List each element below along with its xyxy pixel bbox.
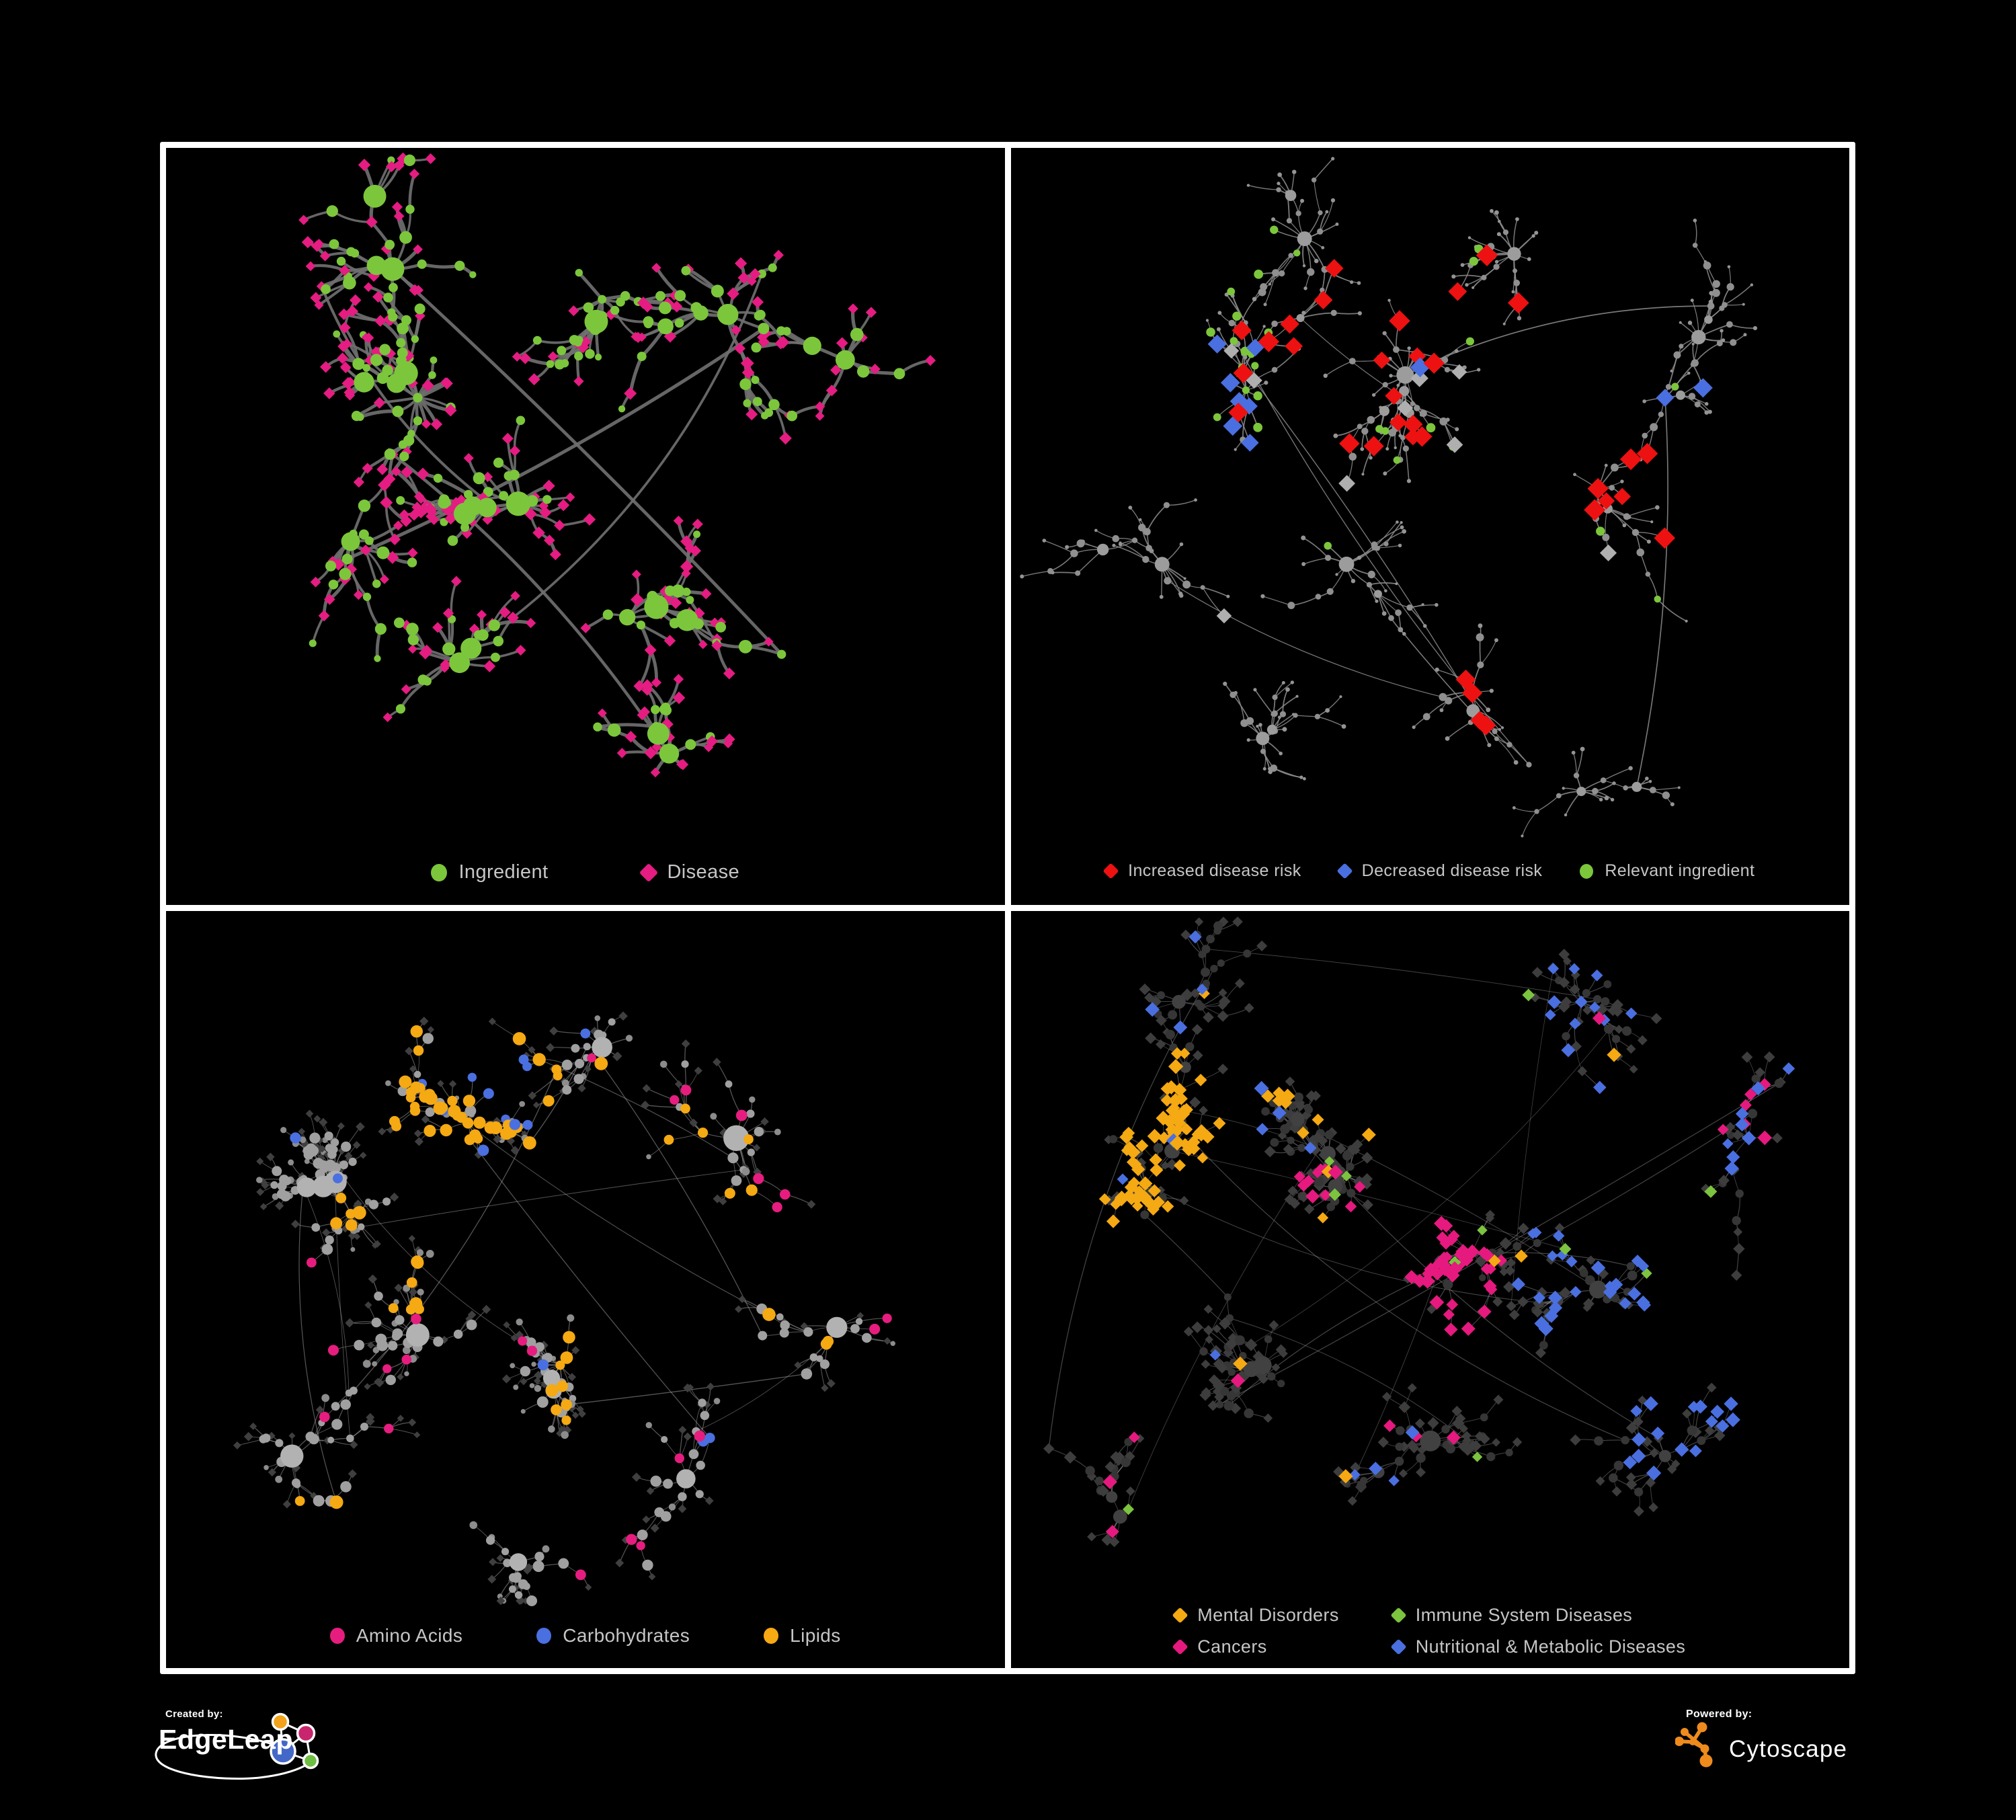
circle-marker-icon (1580, 863, 1594, 879)
diamond-marker-icon (1102, 863, 1119, 879)
circle-marker-icon (536, 1628, 552, 1644)
legend-item-relevant-ingredient: Relevant ingredient (1580, 861, 1755, 881)
diamond-marker-icon (1172, 1638, 1188, 1655)
cytoscape-logo-icon (1675, 1722, 1713, 1768)
diamond-marker-icon (1336, 863, 1353, 879)
legend-item-lipids: Lipids (764, 1625, 841, 1647)
ingredient-disease-network (298, 152, 936, 778)
panel-disease-risk: Increased disease risk Decreased disease … (1010, 148, 1850, 905)
legend-label: Mental Disorders (1197, 1605, 1339, 1625)
legend-disease-categories: Mental Disorders Immune System Diseases Ca… (1172, 1605, 1686, 1657)
legend-ingredient-disease: Ingredient Disease (166, 861, 1005, 883)
legend-item-mental-disorders: Mental Disorders (1172, 1605, 1339, 1626)
legend-item-cancers: Cancers (1172, 1636, 1267, 1657)
edgeleap-logo-text: EdgeLeap (159, 1724, 293, 1755)
panel-disease-categories: Mental Disorders Immune System Diseases Ca… (1010, 911, 1849, 1668)
legend-macronutrients: Amino Acids Carbohydrates Lipids (166, 1625, 1005, 1647)
legend-item-ingredient: Ingredient (431, 861, 548, 883)
legend-label: Carbohydrates (563, 1625, 690, 1646)
legend-label: Decreased disease risk (1361, 861, 1543, 880)
cytoscape-logo-text: Cytoscape (1729, 1736, 1848, 1762)
panel-ingredient-disease: Ingredient Disease (166, 148, 1005, 905)
powered-by-label: Powered by: (1686, 1708, 1752, 1720)
legend-item-amino-acids: Amino Acids (329, 1625, 463, 1647)
disease-categories-network (1043, 916, 1795, 1548)
cytoscape-credit: Powered by: Cytoscape (1675, 1708, 1958, 1809)
legend-item-increased-disease-risk: Increased disease risk (1102, 861, 1301, 881)
legend-label: Immune System Diseases (1415, 1605, 1633, 1625)
legend-label: Relevant ingredient (1605, 861, 1755, 880)
disease-risk-network (1019, 157, 1757, 838)
edgeleap-credit: Created by: EdgeLeap (155, 1708, 522, 1809)
legend-label: Disease (667, 861, 740, 883)
legend-label: Increased disease risk (1128, 861, 1301, 880)
diamond-marker-icon (1172, 1607, 1188, 1624)
created-by-label: Created by: (165, 1708, 223, 1720)
diamond-marker-icon (1390, 1638, 1407, 1655)
legend-item-immune-system-diseases: Immune System Diseases (1390, 1605, 1633, 1626)
legend-label: Nutritional & Metabolic Diseases (1415, 1636, 1686, 1657)
legend-item-nutritional-metabolic-diseases: Nutritional & Metabolic Diseases (1390, 1636, 1686, 1657)
diamond-marker-icon (639, 863, 659, 882)
circle-marker-icon (431, 863, 448, 881)
legend-item-decreased-disease-risk: Decreased disease risk (1336, 861, 1543, 881)
legend-label: Lipids (790, 1625, 841, 1646)
diamond-marker-icon (1390, 1607, 1407, 1624)
panel-macronutrients: Amino Acids Carbohydrates Lipids (166, 911, 1005, 1668)
legend-label: Amino Acids (356, 1625, 463, 1646)
panels-grid: Ingredient Disease Increased disease risk… (160, 142, 1855, 1674)
circle-marker-icon (764, 1628, 779, 1644)
legend-label: Cancers (1197, 1636, 1267, 1657)
legend-item-carbohydrates: Carbohydrates (536, 1625, 690, 1647)
edgeleap-logo-icon (155, 1712, 319, 1780)
circle-marker-icon (329, 1628, 345, 1644)
legend-label: Ingredient (458, 861, 549, 883)
macronutrients-network (233, 1011, 895, 1606)
legend-item-disease: Disease (639, 861, 740, 883)
legend-disease-risk: Increased disease risk Decreased disease … (1011, 861, 1850, 881)
